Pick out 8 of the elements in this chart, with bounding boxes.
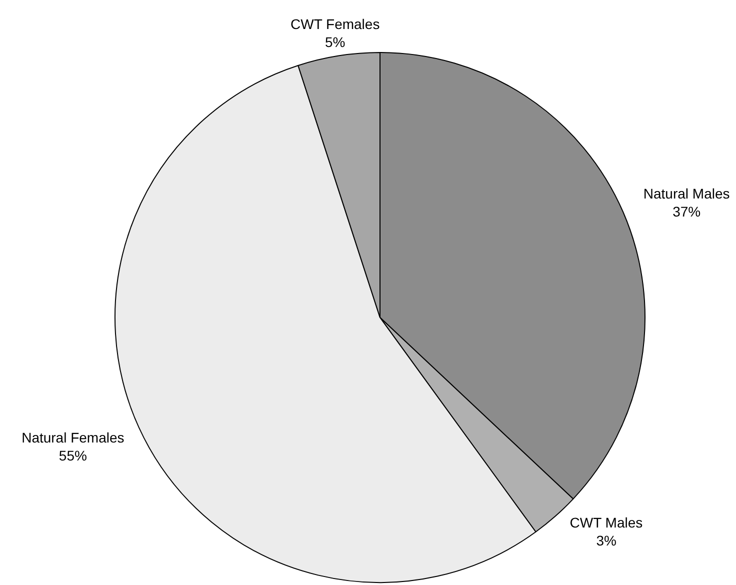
slice-label: CWT Females — [290, 16, 380, 32]
data-label: 37% — [672, 203, 701, 220]
slice-label: Natural Females — [22, 430, 124, 446]
data-label: 55% — [58, 448, 87, 464]
data-label: 5% — [324, 34, 346, 50]
slice-label: Natural Males — [643, 185, 730, 202]
data-label: 3% — [596, 532, 616, 549]
slice-label: CWT Males — [570, 514, 643, 531]
